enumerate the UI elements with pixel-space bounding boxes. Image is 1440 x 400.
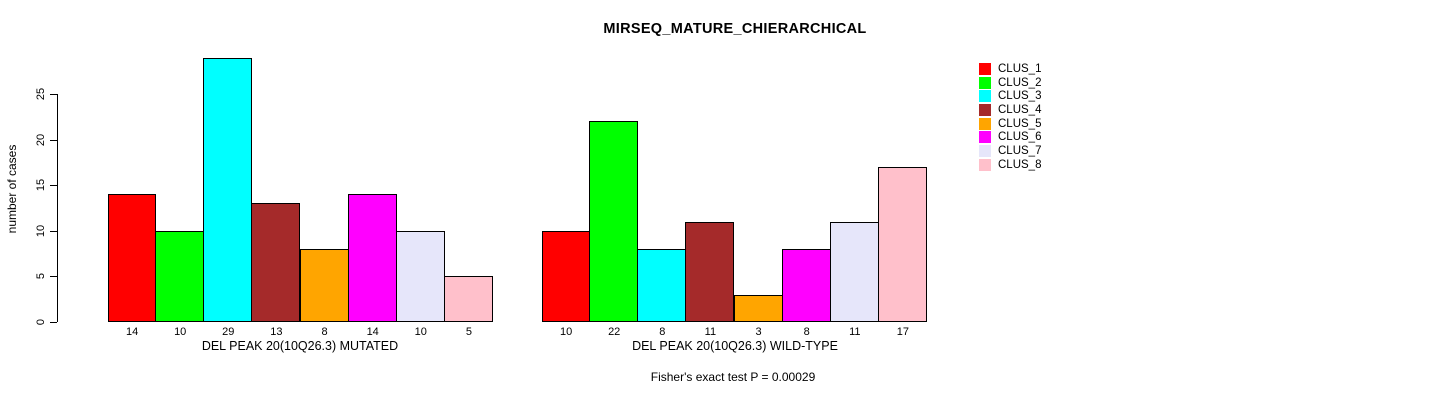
y-axis-tick-label: 25: [35, 87, 47, 101]
bar-value-label: 22: [608, 326, 621, 338]
legend-label: CLUS_5: [998, 117, 1042, 130]
legend-swatch-clus_1: [979, 62, 991, 75]
y-axis-tick-label: 5: [35, 273, 47, 280]
legend-item-clus_8: CLUS_8: [979, 158, 1041, 172]
bar-clus_4-group1: [251, 203, 301, 322]
bar-value-label: 13: [270, 326, 283, 338]
legend-swatch-clus_6: [979, 131, 991, 144]
y-axis-tick: [50, 139, 57, 141]
y-axis-tick-label: 10: [35, 224, 47, 237]
legend-label: CLUS_3: [998, 90, 1042, 103]
legend-swatch-clus_5: [979, 117, 991, 130]
group1-xlabel: DEL PEAK 20(10Q26.3) MUTATED: [201, 339, 399, 353]
chart-title: MIRSEQ_MATURE_CHIERARCHICAL: [603, 21, 867, 37]
y-axis-tick: [50, 185, 57, 187]
legend-item-clus_4: CLUS_4: [979, 103, 1041, 117]
legend-item-clus_5: CLUS_5: [979, 117, 1041, 131]
bar-value-label: 14: [125, 326, 139, 338]
legend-item-clus_6: CLUS_6: [979, 130, 1041, 144]
bar-clus_3-group2: [637, 249, 687, 322]
bar-clus_8-group2: [877, 167, 927, 322]
bar-value-label: 3: [755, 326, 762, 338]
bar-clus_6-group1: [347, 194, 397, 322]
bar-clus_7-group2: [829, 221, 879, 322]
fisher-test-note: Fisher's exact test P = 0.00029: [650, 370, 816, 384]
y-axis-tick: [50, 276, 57, 278]
y-axis-title: number of cases: [5, 144, 19, 234]
bar-clus_8-group1: [443, 276, 493, 322]
bar-value-label: 11: [849, 326, 861, 338]
legend: CLUS_1 CLUS_2 CLUS_3 CLUS_4 CLUS_5 CLUS_6 CLUS…: [979, 62, 1041, 172]
group2-xlabel: DEL PEAK 20(10Q26.3) WILD-TYPE: [632, 339, 838, 353]
bar-value-label: 8: [659, 326, 666, 338]
bar-value-label: 10: [414, 326, 427, 338]
legend-swatch-clus_2: [979, 76, 991, 89]
bar-clus_6-group2: [781, 249, 831, 322]
bar-clus_2-group1: [155, 230, 205, 322]
y-axis-line: [57, 94, 58, 322]
legend-label: CLUS_2: [998, 76, 1042, 89]
bar-value-label: 10: [174, 326, 187, 338]
legend-swatch-clus_8: [979, 158, 991, 171]
bar-value-label: 14: [366, 326, 379, 338]
bar-value-label: 10: [559, 326, 573, 338]
legend-label: CLUS_8: [998, 158, 1042, 171]
legend-label: CLUS_1: [998, 62, 1042, 75]
legend-item-clus_2: CLUS_2: [979, 76, 1041, 90]
y-axis-tick: [50, 230, 57, 232]
bar-value-label: 11: [704, 326, 717, 338]
legend-label: CLUS_4: [998, 103, 1042, 116]
y-axis-tick: [50, 322, 57, 323]
bar-clus_2-group2: [589, 121, 639, 322]
legend-swatch-clus_7: [979, 144, 991, 157]
legend-swatch-clus_4: [979, 103, 991, 116]
y-axis-tick: [50, 94, 57, 95]
bar-clus_5-group1: [299, 249, 349, 322]
y-axis-tick-label: 15: [35, 179, 47, 192]
bar-value-label: 8: [803, 326, 810, 338]
bar-clus_5-group2: [733, 294, 783, 322]
legend-label: CLUS_6: [998, 131, 1042, 144]
bar-value-label: 29: [222, 326, 235, 338]
bar-clus_1-group1: [108, 194, 157, 322]
bar-clus_1-group2: [542, 230, 591, 322]
y-axis-tick-label: 0: [35, 318, 47, 326]
legend-swatch-clus_3: [979, 90, 991, 103]
legend-item-clus_1: CLUS_1: [979, 62, 1041, 76]
bar-clus_4-group2: [685, 221, 735, 322]
y-axis-tick-label: 20: [35, 133, 47, 146]
bar-value-label: 8: [321, 326, 328, 338]
bar-clus_3-group1: [203, 57, 253, 322]
legend-label: CLUS_7: [998, 144, 1042, 157]
bar-clus_7-group1: [395, 230, 445, 322]
bar-value-label: 5: [465, 326, 472, 338]
bar-value-label: 17: [896, 326, 910, 338]
legend-item-clus_3: CLUS_3: [979, 89, 1041, 103]
legend-item-clus_7: CLUS_7: [979, 144, 1041, 158]
